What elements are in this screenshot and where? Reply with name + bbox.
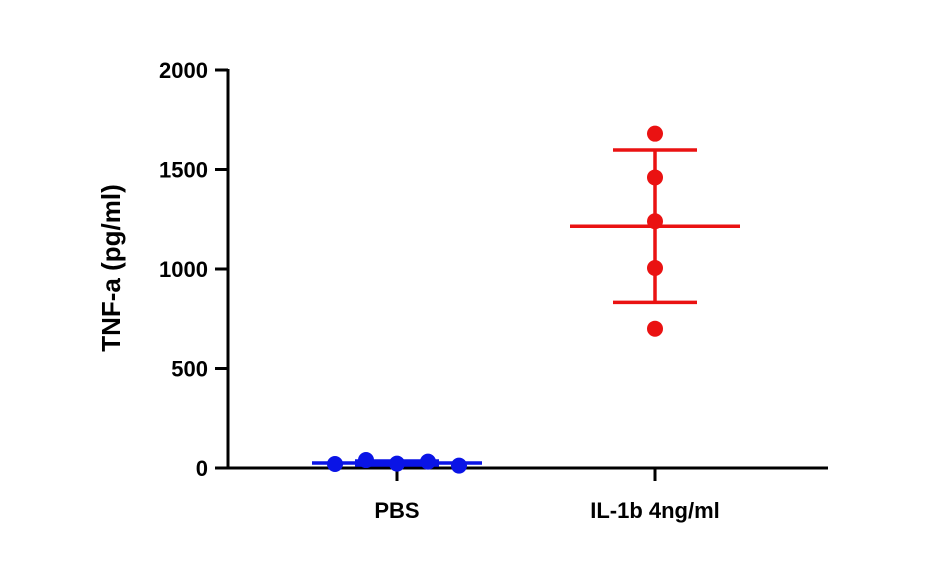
data-point xyxy=(647,169,663,186)
data-point xyxy=(358,452,374,469)
y-tick-label: 500 xyxy=(171,357,208,382)
data-point xyxy=(451,457,467,474)
data-point xyxy=(327,456,343,473)
data-point xyxy=(389,455,405,472)
series-IL-1b 4ng/ml xyxy=(570,125,740,337)
data-marks xyxy=(312,125,740,474)
data-point xyxy=(420,453,436,470)
y-tick-label: 0 xyxy=(196,456,208,481)
x-category-label: PBS xyxy=(374,498,419,523)
x-category-label: IL-1b 4ng/ml xyxy=(590,498,720,523)
data-point xyxy=(647,213,663,230)
axes xyxy=(226,69,828,470)
x-categories: PBS IL-1b 4ng/ml xyxy=(374,468,720,523)
data-point xyxy=(647,260,663,277)
y-axis-title: TNF-a (pg/ml) xyxy=(96,184,126,352)
y-ticks: 0 500 1000 1500 2000 xyxy=(159,58,228,481)
data-point xyxy=(647,125,663,142)
y-tick-label: 1000 xyxy=(159,257,208,282)
y-tick-label: 2000 xyxy=(159,58,208,83)
y-tick-label: 1500 xyxy=(159,158,208,183)
data-point xyxy=(647,320,663,337)
series-PBS xyxy=(312,452,482,474)
